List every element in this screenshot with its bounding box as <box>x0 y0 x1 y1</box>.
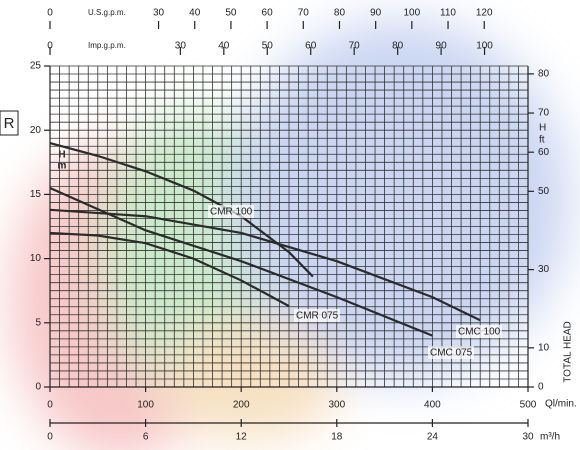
axis-tick-label: 30 <box>153 8 165 19</box>
axis-tick-label: 6 <box>143 432 149 443</box>
y2-tick-label: 30 <box>538 264 550 275</box>
axis-tick-label: 30 <box>175 41 187 52</box>
x-tick-label: 0 <box>47 400 53 411</box>
axis-tick-label: 24 <box>427 432 439 443</box>
axis-tick-label: 50 <box>262 41 274 52</box>
x-tick-label: 300 <box>328 400 345 411</box>
logo-text: R <box>4 115 15 132</box>
y2-title: TOTAL HEAD <box>563 321 574 383</box>
axis-tick-label: 40 <box>189 8 201 19</box>
y2-unit: ft <box>539 135 545 146</box>
series-label-bg <box>294 309 340 322</box>
axis-tick-label: 12 <box>236 432 248 443</box>
axis-tick-label: 30 <box>522 432 534 443</box>
axis-tick-label: 50 <box>225 8 237 19</box>
axis-tick-label: 90 <box>436 41 448 52</box>
axis-tick-label: 60 <box>262 8 274 19</box>
series-label-bg <box>456 325 502 338</box>
axis-tick-label: 0 <box>47 432 53 443</box>
y2-tick-label: 50 <box>538 186 550 197</box>
axis-label: Imp.g.p.m. <box>88 41 126 50</box>
y-tick-label: 5 <box>35 317 41 328</box>
axis-tick-label: 60 <box>305 41 317 52</box>
series-label-bg <box>208 205 254 218</box>
x-tick-label: 500 <box>520 400 537 411</box>
series-label: CMC 100 <box>458 327 501 338</box>
y2-tick-label: 60 <box>538 147 550 158</box>
y-unit: m <box>58 161 67 172</box>
axis-tick-label: 100 <box>476 41 493 52</box>
axis-tick-label: 80 <box>392 41 404 52</box>
logo-box <box>0 110 19 136</box>
y-tick-label: 10 <box>30 253 42 264</box>
y2-tick-label: 70 <box>538 108 550 119</box>
axis-tick-label: 120 <box>476 8 493 19</box>
axis-tick-label: 90 <box>370 8 382 19</box>
y2-label: H <box>539 123 546 134</box>
x-label: Ql/min. <box>545 399 577 410</box>
y-tick-label: 15 <box>30 189 42 200</box>
y-tick-label: 20 <box>30 125 42 136</box>
series-label-bg <box>428 346 474 359</box>
axis-tick-label: 0 <box>47 41 53 52</box>
axis-tick-label: 70 <box>298 8 310 19</box>
axis-tick-label: 100 <box>404 8 421 19</box>
x-tick-label: 400 <box>424 400 441 411</box>
axis-tick-label: 40 <box>218 41 230 52</box>
series-label: CMC 075 <box>430 348 473 359</box>
axis-label: m³/h <box>540 432 560 443</box>
y2-tick-label: 0 <box>538 382 544 393</box>
y-tick-label: 0 <box>35 382 41 393</box>
axis-tick-label: 70 <box>349 41 361 52</box>
axis-tick-label: 18 <box>331 432 343 443</box>
y2-tick-label: 80 <box>538 69 550 80</box>
series-label: CMR 075 <box>296 311 339 322</box>
axis-tick-label: 0 <box>47 8 53 19</box>
series-line <box>49 141 314 278</box>
axis-tick-label: 80 <box>334 8 346 19</box>
y-label: H <box>58 150 65 161</box>
x-tick-label: 200 <box>233 400 250 411</box>
series-label: CMR 100 <box>210 207 253 218</box>
y2-tick-label: 10 <box>538 343 550 354</box>
series-line <box>49 231 290 308</box>
axis-tick-label: 110 <box>440 8 456 19</box>
series-line <box>49 208 481 322</box>
y-tick-label: 25 <box>30 61 42 72</box>
series-line <box>49 186 433 337</box>
x-tick-label: 100 <box>137 400 154 411</box>
axis-label: U.S.g.p.m. <box>88 8 126 17</box>
